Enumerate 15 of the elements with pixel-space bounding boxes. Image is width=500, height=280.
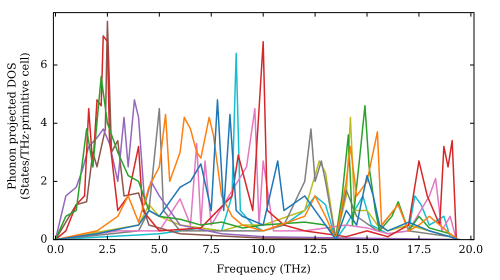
x-tick-label: 12.5 (302, 243, 328, 256)
x-tick-label: 20.0 (458, 243, 484, 256)
x-tick-label: 5.0 (150, 243, 168, 256)
x-tick-label: 2.5 (98, 243, 116, 256)
x-tick-label: 10.0 (250, 243, 276, 256)
x-tick-label: 15.0 (354, 243, 380, 256)
y-tick-label: 2 (40, 174, 48, 188)
y-axis-title: Phonon projected DOS (States/THz·primitive cell) (5, 52, 32, 200)
x-tick-label: 17.5 (406, 243, 432, 256)
x-axis-title: Frequency (THz) (216, 262, 311, 276)
x-tick-label: 7.5 (202, 243, 220, 256)
y-tick-label: 6 (40, 58, 48, 71)
x-tick-label: 0.0 (46, 243, 64, 256)
y-tick-label: 4 (40, 116, 48, 130)
y-tick-label: 0 (40, 232, 48, 246)
